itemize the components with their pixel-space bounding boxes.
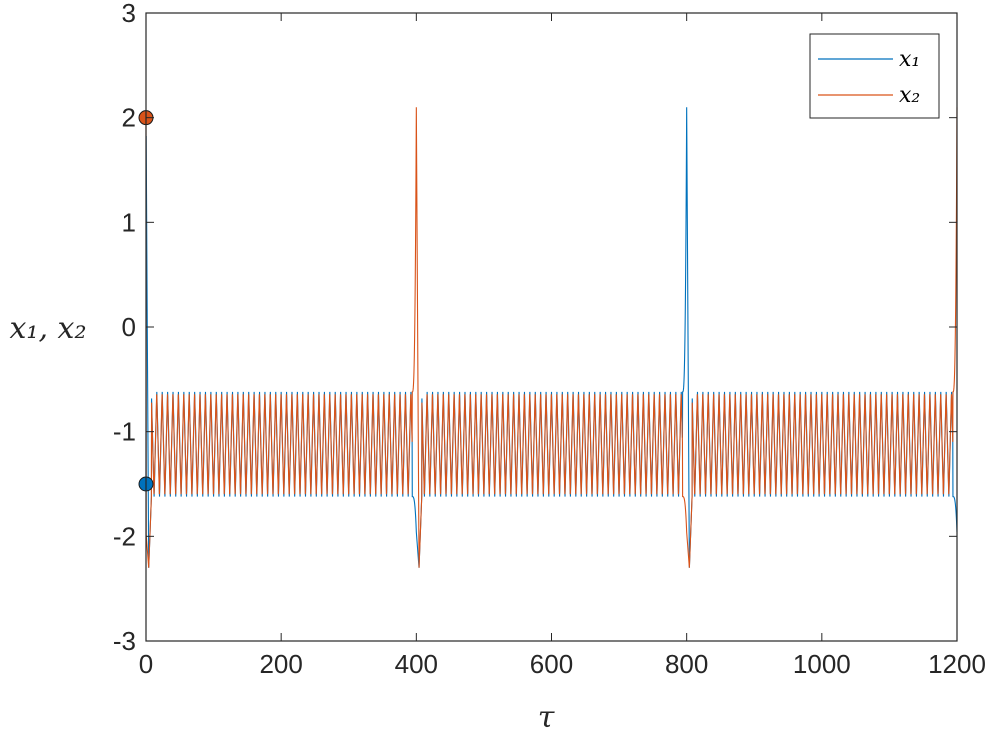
x-tick-label: 200 [259,649,302,679]
series-line-x2 [145,107,958,568]
y-tick-label: 2 [122,103,136,133]
y-tick-label: 0 [122,312,136,342]
legend: x₁ x₂ [809,33,940,119]
x-axis-ticks: 0 200 400 600 800 1000 1200 [139,13,986,679]
x-tick-label: 400 [395,649,438,679]
x-tick-label: 1000 [793,649,851,679]
legend-label-x2: x₂ [899,83,920,108]
y-axis-ticks: 3 2 1 0 -1 -2 -3 [113,0,957,656]
x-tick-label: 800 [665,649,708,679]
x-axis-label: τ [538,700,555,735]
x-tick-label: 600 [530,649,573,679]
series-line-x1 [145,107,958,568]
y-tick-label: 3 [122,0,136,28]
y-axis-label: x₁, x₂ [10,311,87,346]
legend-label-x1: x₁ [899,47,920,72]
series-layer [145,107,958,568]
y-tick-label: -3 [113,626,136,656]
x-tick-label: 0 [139,649,153,679]
legend-box [809,33,940,119]
x-tick-label: 1200 [928,649,986,679]
y-tick-label: -1 [113,417,136,447]
y-tick-label: -2 [113,521,136,551]
y-tick-label: 1 [122,207,136,237]
